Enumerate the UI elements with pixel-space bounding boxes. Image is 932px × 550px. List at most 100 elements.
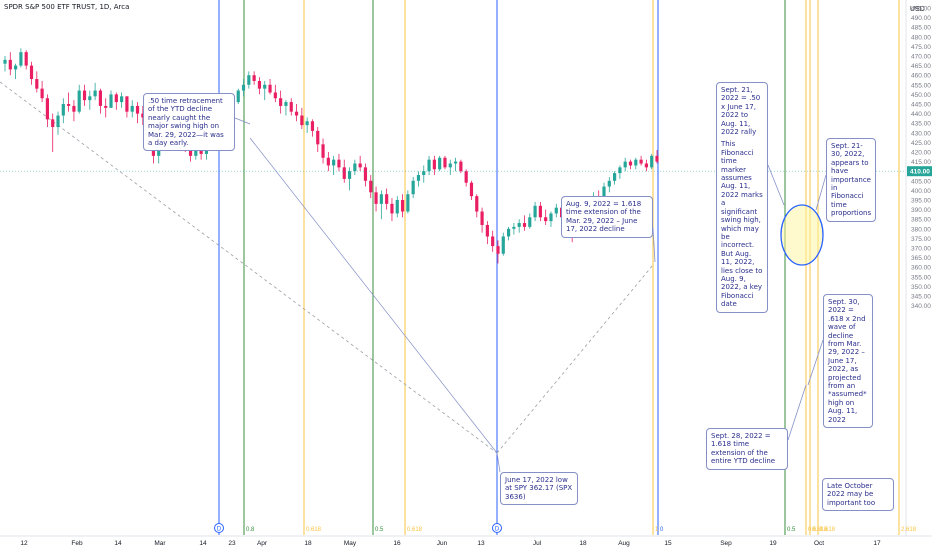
candle-body: [125, 96, 129, 112]
price-tick-label: 475.00: [911, 44, 931, 51]
price-tick-label: 495.00: [911, 6, 931, 13]
time-axis: 12 Feb 14 Mar 14 23 Apr 18 May 16 Jun 13 Jul 18 Aug 15 S…: [0, 535, 932, 547]
candle-body: [24, 52, 28, 66]
candle-body: [544, 217, 548, 222]
candle-body: [326, 157, 330, 166]
candle-body: [459, 161, 463, 172]
line-marker-label: D: [217, 527, 222, 533]
candle: [432, 155, 436, 176]
callout-pointer: [787, 384, 807, 441]
time-tick-label: 15: [664, 540, 672, 547]
line-marker-label: 0.618: [812, 527, 828, 533]
time-tick-label: Aug: [618, 540, 630, 547]
candle: [98, 88, 103, 114]
candle-body: [528, 217, 532, 227]
candle-body: [422, 171, 426, 176]
price-tick-label: 405.00: [911, 178, 931, 185]
price-tick-label: 485.00: [911, 25, 931, 32]
candle-body: [443, 157, 447, 168]
line-marker-label: 1.618: [820, 527, 836, 533]
candle-body: [342, 167, 346, 179]
candle-body: [416, 175, 421, 181]
candle: [496, 240, 500, 264]
line-marker-label: 1: [655, 527, 659, 533]
price-tick-label: 375.00: [911, 236, 931, 243]
callout-pointer: [807, 339, 824, 386]
price-tick-label: 445.00: [911, 102, 931, 109]
candle-body: [618, 167, 622, 174]
currency-label: USD: [910, 6, 925, 13]
candle-body: [432, 159, 436, 170]
candle: [273, 84, 277, 103]
candle: [3, 56, 7, 72]
candle: [538, 201, 542, 222]
price-tick-label: 345.00: [911, 294, 931, 301]
candle: [427, 155, 431, 176]
time-tick-label: Sep: [720, 540, 732, 547]
candle: [469, 180, 474, 200]
time-tick-label: Mar: [154, 540, 166, 547]
candle: [353, 159, 357, 176]
candle-body: [316, 130, 320, 145]
time-tick-label: 16: [393, 540, 401, 547]
candle-body: [3, 59, 7, 64]
candle: [464, 169, 468, 187]
candle-body: [554, 207, 558, 214]
candle-body: [337, 159, 341, 168]
candle-body: [67, 104, 71, 106]
candle: [114, 92, 118, 110]
candle-body: [501, 236, 505, 254]
price-tick-label: 460.00: [911, 73, 931, 80]
candle: [379, 190, 383, 220]
candle: [607, 176, 611, 193]
line-marker-circle: [214, 523, 224, 533]
candle-body: [480, 211, 484, 225]
candle: [628, 159, 633, 170]
candle-body: [634, 159, 638, 166]
candle-body: [623, 161, 627, 168]
callout-pointer: [652, 227, 656, 263]
candle-body: [120, 96, 124, 103]
price-tick-label: 415.00: [911, 159, 931, 166]
candle-body: [236, 90, 240, 103]
candle-body: [241, 84, 246, 91]
annotation-aug9: Aug. 9, 2022 = 1.618 time extension of t…: [561, 196, 653, 238]
price-tick-label: 340.00: [911, 303, 931, 310]
candle: [459, 159, 463, 174]
candle-body: [114, 94, 118, 103]
candle-body: [363, 167, 368, 181]
candle: [93, 82, 97, 101]
rally-trendline: [496, 264, 654, 454]
candle: [263, 80, 267, 101]
candle-body: [8, 59, 12, 70]
candle: [257, 77, 262, 95]
candle: [475, 194, 479, 218]
candle: [279, 90, 283, 114]
candle: [82, 84, 87, 106]
candle: [390, 198, 394, 222]
highlight-circle: [780, 204, 824, 266]
candle: [310, 119, 315, 137]
annotation-sept21: Sept. 21, 2022 = .50 x June 17, 2022 to …: [716, 82, 768, 313]
candle: [289, 98, 293, 116]
candle: [448, 159, 452, 176]
line-marker-label: D: [495, 527, 500, 533]
candle-body: [109, 94, 113, 108]
candle: [61, 98, 65, 124]
candle: [321, 138, 325, 164]
candle-body: [411, 180, 415, 195]
candle-body: [602, 186, 606, 199]
price-tick-label: 470.00: [911, 54, 931, 61]
candle: [554, 203, 558, 218]
candle: [109, 90, 113, 108]
candle-body: [655, 155, 659, 162]
candles: [3, 48, 659, 264]
candle-body: [273, 92, 277, 99]
candle-body: [395, 200, 399, 214]
price-tick-label: 455.00: [911, 82, 931, 89]
candle: [650, 153, 654, 170]
candle: [422, 165, 426, 183]
time-tick-label: 13: [477, 540, 485, 547]
candle-body: [347, 171, 352, 179]
